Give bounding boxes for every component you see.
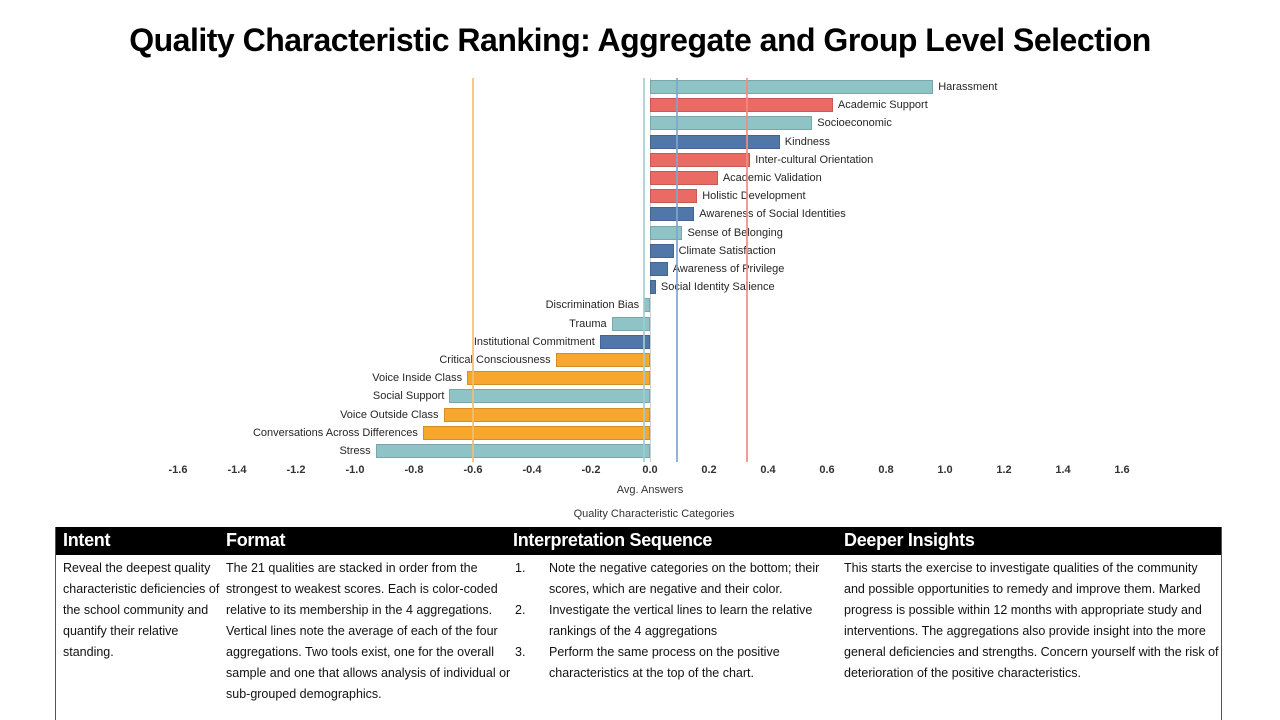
interpretation-step: 3. Perform the same process on the positi… <box>515 642 835 684</box>
column-header-interpretation-sequence: Interpretation Sequence <box>513 530 713 550</box>
bar-awareness-of-social-identities <box>650 207 695 222</box>
step-number: 1. <box>515 561 526 575</box>
bar-kindness <box>650 134 780 149</box>
bar-academic-validation <box>650 171 718 185</box>
bar-voice-outside-class <box>443 407 650 422</box>
bar-label: Discrimination Bias <box>545 299 640 312</box>
format-cell: The 21 qualities are stacked in order fr… <box>226 561 511 701</box>
x-tick: 1.4 <box>1055 464 1071 476</box>
bar-chart: Avg. Answers Quality Characteristic Cate… <box>168 78 1130 520</box>
avg-line-teal <box>643 78 646 462</box>
step-number: 2. <box>515 603 526 617</box>
step-text: Note the negative categories on the bott… <box>549 561 820 596</box>
column-header-format: Format <box>226 530 286 550</box>
x-tick: 1.2 <box>996 464 1012 476</box>
interpretation-step: 1. Note the negative categories on the bo… <box>515 558 835 600</box>
x-tick: -1.0 <box>345 464 365 476</box>
x-tick: 1.0 <box>937 464 953 476</box>
column-header-intent: Intent <box>63 530 111 550</box>
x-tick: 0.0 <box>642 464 658 476</box>
bar-trauma <box>611 316 650 331</box>
avg-line-orange <box>472 78 474 462</box>
interpretation-step: 2. Investigate the vertical lines to lear… <box>515 600 835 642</box>
x-tick: -0.2 <box>581 464 601 476</box>
step-text: Perform the same process on the positive… <box>549 645 780 680</box>
bar-label: Conversations Across Differences <box>252 426 418 439</box>
bar-label: Holistic Development <box>702 190 806 203</box>
bar-label: Social Identity Salience <box>660 281 775 294</box>
bar-label: Climate Satisfaction <box>678 244 776 257</box>
step-number: 3. <box>515 645 526 659</box>
bar-label: Socioeconomic <box>817 117 892 130</box>
bar-label: Institutional Commitment <box>473 335 595 348</box>
bar-label: Awareness of Social Identities <box>699 208 846 221</box>
x-tick: 0.8 <box>878 464 894 476</box>
step-text: Investigate the vertical lines to learn … <box>549 603 813 638</box>
deeper-insights-cell: This starts the exercise to investigate … <box>844 561 1219 680</box>
bar-harassment <box>650 80 934 94</box>
x-tick: -0.8 <box>404 464 424 476</box>
bar-label: Voice Inside Class <box>372 372 463 385</box>
x-axis-label: Avg. Answers <box>616 484 684 496</box>
bar-label: Inter-cultural Orientation <box>755 153 874 166</box>
x-tick: 0.6 <box>819 464 835 476</box>
avg-line-red <box>746 78 749 462</box>
x-tick: -0.4 <box>522 464 542 476</box>
bar-critical-consciousness <box>555 353 650 367</box>
x-tick: -1.4 <box>227 464 247 476</box>
x-tick: -0.6 <box>463 464 483 476</box>
bar-label: Voice Outside Class <box>340 408 439 421</box>
bar-label: Stress <box>339 445 371 457</box>
bar-label: Critical Consciousness <box>439 354 551 366</box>
x-tick: -1.6 <box>168 464 188 476</box>
bar-stress <box>375 444 650 458</box>
bar-climate-satisfaction <box>650 243 674 258</box>
bar-label: Academic Support <box>837 99 928 112</box>
bar-inter-cultural-orientation <box>650 152 751 167</box>
x-tick: -1.2 <box>286 464 306 476</box>
bar-social-identity-salience <box>650 280 656 295</box>
avg-line-blue <box>675 78 678 462</box>
bar-conversations-across-differences <box>422 425 650 440</box>
bar-label: Awareness of Privilege <box>672 263 785 275</box>
chart-footer-label: Quality Characteristic Categories <box>573 508 735 520</box>
intent-cell: Reveal the deepest quality characteristi… <box>63 561 220 659</box>
bar-voice-inside-class <box>467 371 650 386</box>
bar-label: Academic Validation <box>722 172 822 184</box>
bar-socioeconomic <box>650 116 813 131</box>
bar-institutional-commitment <box>599 334 650 349</box>
bar-label: Social Support <box>372 390 445 403</box>
column-header-deeper-insights: Deeper Insights <box>844 530 975 550</box>
bar-academic-support <box>650 98 833 113</box>
bar-label: Trauma <box>569 317 607 330</box>
bar-sense-of-belonging <box>650 225 683 240</box>
x-tick: 0.2 <box>701 464 717 476</box>
bar-label: Sense of Belonging <box>687 226 783 239</box>
table-header-bar: Intent Format Interpretation Sequence De… <box>56 527 1221 555</box>
bar-awareness-of-privilege <box>650 262 668 276</box>
page-title: Quality Characteristic Ranking: Aggregat… <box>129 22 1151 58</box>
interpretation-sequence-cell: 1. Note the negative categories on the bo… <box>515 558 835 684</box>
bar-label: Kindness <box>784 135 831 148</box>
x-tick: 1.6 <box>1114 464 1130 476</box>
bar-social-support <box>449 389 650 404</box>
info-table: Intent Format Interpretation Sequence De… <box>55 527 1222 720</box>
x-tick: 0.4 <box>760 464 776 476</box>
bar-holistic-development <box>650 189 698 204</box>
bar-label: Harassment <box>938 81 998 93</box>
